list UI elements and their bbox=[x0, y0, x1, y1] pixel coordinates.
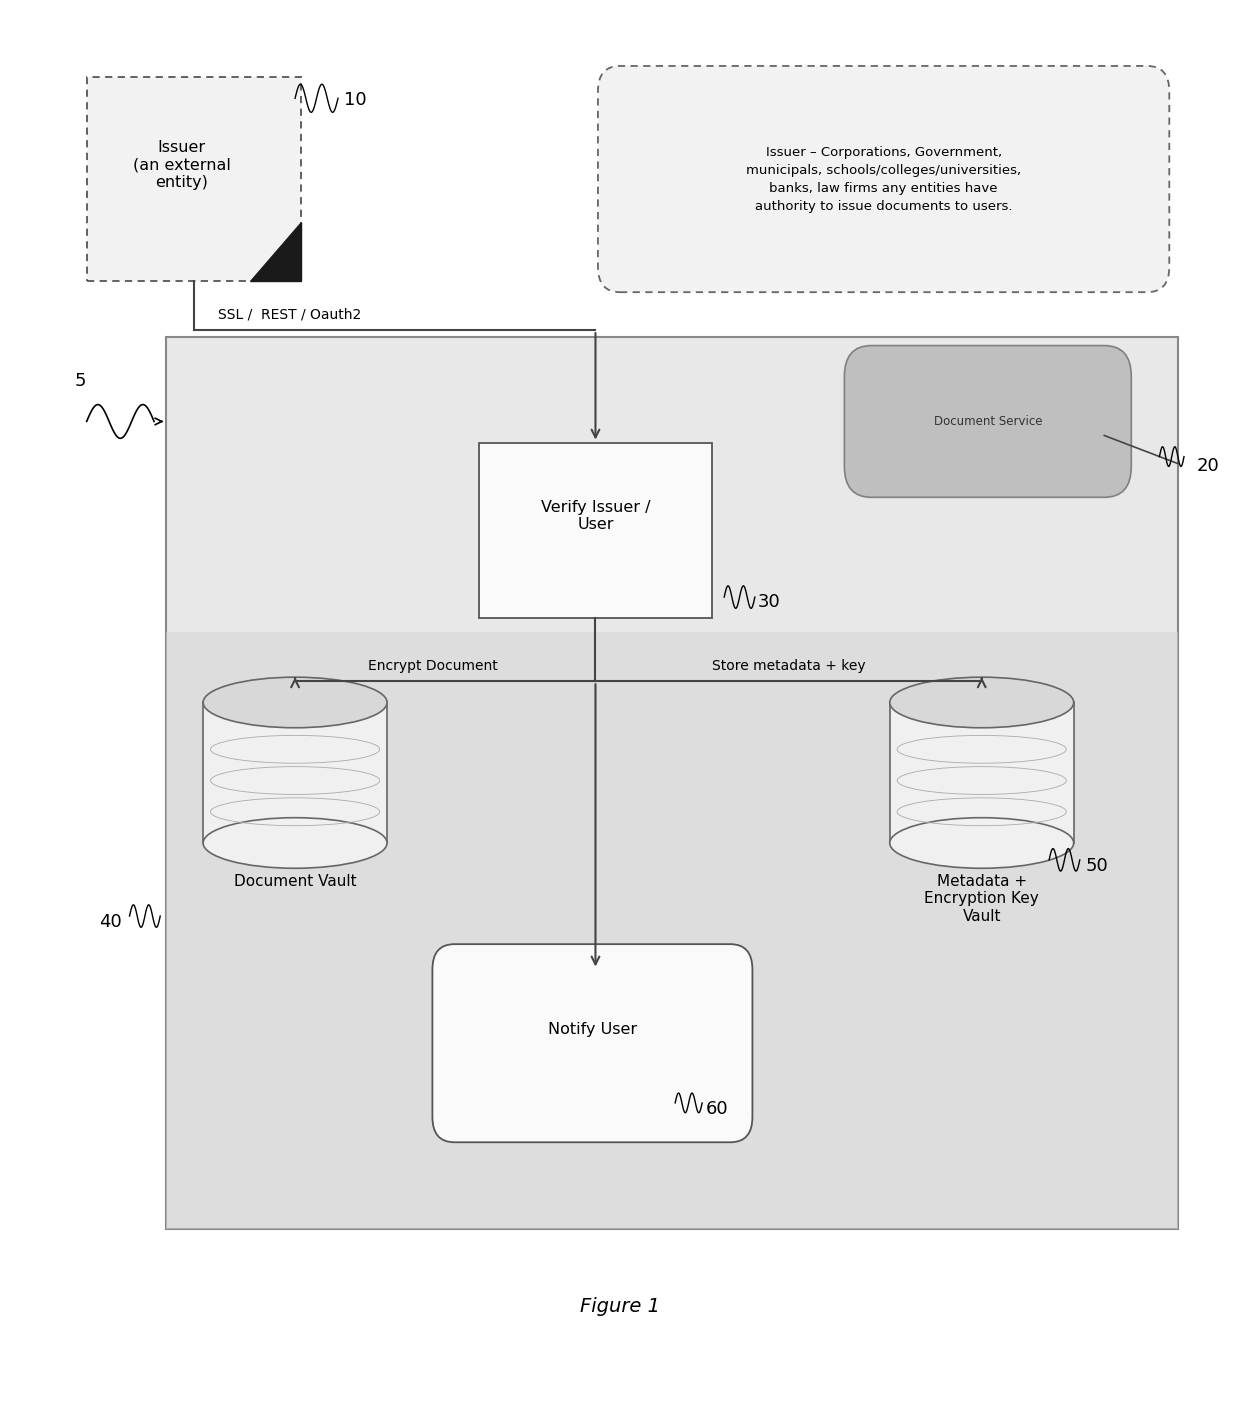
FancyBboxPatch shape bbox=[87, 77, 301, 281]
Text: Verify Issuer /
User: Verify Issuer / User bbox=[541, 499, 650, 532]
FancyBboxPatch shape bbox=[166, 338, 1178, 1229]
Text: 30: 30 bbox=[758, 593, 780, 612]
Text: Document Vault: Document Vault bbox=[234, 874, 356, 888]
FancyBboxPatch shape bbox=[479, 443, 712, 619]
Text: 5: 5 bbox=[74, 372, 86, 390]
Text: Issuer
(an external
entity): Issuer (an external entity) bbox=[133, 140, 231, 190]
Text: Figure 1: Figure 1 bbox=[580, 1297, 660, 1317]
Text: Metadata +
Encryption Key
Vault: Metadata + Encryption Key Vault bbox=[924, 874, 1039, 924]
Text: 20: 20 bbox=[1197, 457, 1219, 474]
Text: Issuer – Corporations, Government,
municipals, schools/colleges/universities,
ba: Issuer – Corporations, Government, munic… bbox=[746, 146, 1022, 213]
Text: 40: 40 bbox=[99, 914, 122, 931]
FancyBboxPatch shape bbox=[166, 631, 1178, 1229]
Ellipse shape bbox=[203, 817, 387, 868]
Polygon shape bbox=[203, 702, 387, 843]
Text: 50: 50 bbox=[1086, 857, 1109, 876]
Ellipse shape bbox=[890, 817, 1074, 868]
Text: SSL /  REST / Oauth2: SSL / REST / Oauth2 bbox=[218, 308, 362, 322]
FancyBboxPatch shape bbox=[598, 65, 1169, 292]
FancyBboxPatch shape bbox=[433, 944, 753, 1142]
Text: Notify User: Notify User bbox=[548, 1022, 637, 1037]
Text: Store metadata + key: Store metadata + key bbox=[712, 658, 866, 673]
Text: Encrypt Document: Encrypt Document bbox=[368, 658, 498, 673]
Polygon shape bbox=[249, 221, 301, 281]
Text: 60: 60 bbox=[706, 1100, 728, 1118]
Text: 10: 10 bbox=[345, 91, 367, 109]
Ellipse shape bbox=[203, 677, 387, 728]
Text: Document Service: Document Service bbox=[934, 414, 1042, 429]
Ellipse shape bbox=[890, 677, 1074, 728]
Polygon shape bbox=[890, 702, 1074, 843]
FancyBboxPatch shape bbox=[844, 346, 1131, 497]
